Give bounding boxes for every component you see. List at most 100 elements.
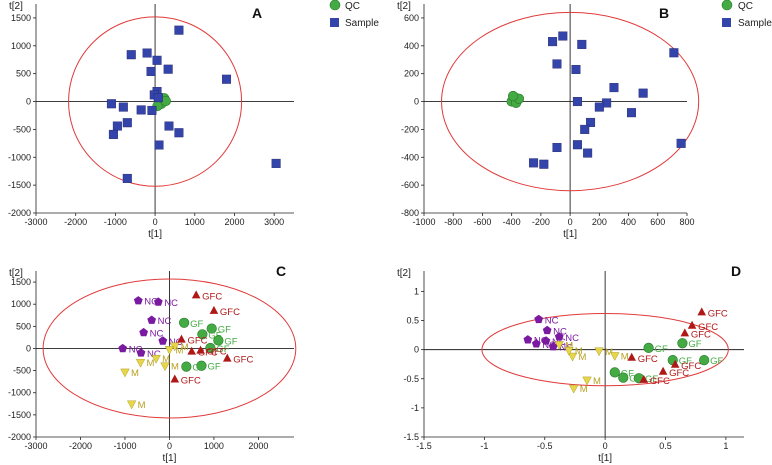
gf-point [181,361,192,372]
nc-point-label: NC [129,344,143,355]
x-tick-label: 0 [568,217,573,227]
nc-point-label: NC [534,336,548,347]
sample-point [539,159,549,169]
x-tick-label: 0 [167,441,172,451]
x-tick-label: 400 [621,217,636,227]
gf-point [618,372,629,383]
y-tick-label: -500 [13,366,31,376]
nc-point-label: NC [169,337,183,348]
m-point-label: M [138,400,146,411]
y-tick-label: 200 [404,69,419,79]
m-point-label: M [579,352,587,363]
x-tick-label: -0.5 [537,441,553,451]
m-point-label: M [593,376,601,387]
x-tick-label: 800 [679,217,694,227]
sample-point [164,121,174,131]
sample-point [580,124,590,134]
m-point-label: M [162,354,170,365]
legend-sample-label: Sample [738,18,772,29]
sample-point [122,173,132,183]
x-tick-label: -1000 [412,217,435,227]
sample-point [147,105,157,115]
legend-sample-marker [330,18,339,27]
gf-point-label: GF [207,362,220,373]
y-tick-label: 400 [404,41,419,51]
gfc-point-label: GFC [198,348,218,359]
confidence-ellipse [481,313,729,387]
m-point-label: M [580,384,588,395]
panel-a: -3000 -2000 -1000 0 1000 2000 3000-2000-1500-1… [8,1,294,240]
gf-point-label: GF [621,368,634,379]
legend-qc-marker [329,0,341,11]
y-tick-label: -500 [13,124,31,134]
sample-point [122,118,132,128]
sample-point [174,25,184,35]
y-axis-label: t[2] [9,268,23,279]
m-point-label: M [605,347,613,358]
nc-point-label: NC [144,297,158,308]
sample-point [626,108,636,118]
sample-point [583,148,593,158]
panel-d: -1.5 -1 -0.5 0 0.5 1 -1.5 -1 -0.5 0 0.5 1 t[1] t[2] D N… [397,263,744,464]
sample-point [548,37,558,47]
gfc-point [687,320,697,329]
y-tick-label: 500 [16,69,31,79]
sample-point [571,64,581,74]
m-point-label: M [621,351,629,362]
y-tick-label: 500 [16,321,31,331]
gfc-point-label: GFC [708,308,728,319]
y-tick-label: 1 [414,286,419,296]
y-tick-label: -1.5 [403,432,419,442]
sample-point [552,143,562,153]
x-tick-label: 3000 [264,217,284,227]
y-tick-label: -2000 [8,208,31,218]
gf-point [205,342,216,354]
y-tick-label: -800 [401,208,419,218]
legend-qc-marker [721,0,733,11]
nc-point-label: NC [553,326,567,337]
y-tick-label: 0 [26,343,31,353]
gfc-point-label: GFC [698,322,718,333]
gfc-point [177,334,186,343]
sample-point [271,158,281,168]
nc-point [139,327,148,337]
x-axis-label: t[1] [563,229,577,240]
confidence-ellipse [441,11,700,192]
sample-point [572,140,582,150]
y-tick-label: 0 [26,97,31,107]
legend-sample-label: Sample [345,18,379,29]
gf-point [609,367,620,378]
gf-point [179,317,190,328]
panel-letter: A [252,5,262,21]
m-point [135,358,146,368]
nc-point [154,297,163,306]
y-axis-label: t[2] [397,268,411,279]
y-tick-label: 1000 [11,41,31,51]
x-tick-label: -400 [503,217,521,227]
gfc-point [209,305,219,314]
gfc-point [680,328,690,337]
x-tick-label: -200 [532,217,550,227]
nc-point-label: NC [150,329,164,340]
y-tick-label: -1500 [8,410,31,420]
gfc-point-label: GFC [691,329,711,340]
x-tick-label: -800 [444,217,462,227]
nc-point [534,314,544,324]
y-tick-label: 0 [414,345,419,355]
panel-letter: D [731,263,741,279]
gf-point-label: GF [688,339,701,350]
x-tick-label: 1000 [185,217,205,227]
x-tick-label: -600 [473,217,491,227]
x-axis-label: t[1] [148,229,162,240]
x-axis-label: t[1] [162,453,176,464]
gf-point-label: GF [218,325,231,336]
m-point [120,368,130,378]
gfc-point-label: GFC [187,336,207,347]
y-tick-label: -0.5 [403,374,419,384]
x-tick-label: -2000 [69,441,92,451]
nc-point-label: NC [565,333,579,344]
nc-point-label: NC [147,349,161,360]
gf-point-label: GF [679,356,692,367]
sample-point [572,97,582,107]
